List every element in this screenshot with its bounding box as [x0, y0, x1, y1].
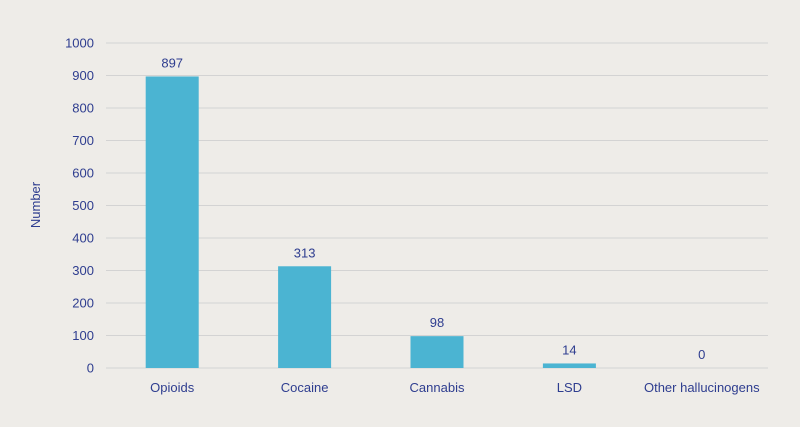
- y-axis-ticks: 0 100 200 300 400 500 600 700 800 900 1000: [65, 36, 94, 376]
- y-tick-label: 600: [72, 166, 94, 181]
- y-tick-label: 100: [72, 328, 94, 343]
- bars: [145, 76, 596, 368]
- y-tick-label: 500: [72, 198, 94, 213]
- y-tick-label: 1000: [65, 36, 94, 51]
- x-category-label: Cannabis: [410, 380, 465, 395]
- data-label: 14: [562, 342, 576, 357]
- x-category-label: LSD: [557, 380, 582, 395]
- x-category-label: Cocaine: [281, 380, 329, 395]
- y-tick-label: 0: [87, 361, 94, 376]
- bar-cannabis: [410, 336, 464, 368]
- data-label: 897: [161, 55, 183, 70]
- data-label: 0: [698, 347, 705, 362]
- x-category-label: Other hallucinogens: [644, 380, 760, 395]
- y-tick-label: 400: [72, 231, 94, 246]
- y-axis-title: Number: [28, 181, 43, 228]
- y-tick-label: 200: [72, 296, 94, 311]
- data-label: 98: [430, 315, 444, 330]
- y-tick-label: 300: [72, 263, 94, 278]
- bar-lsd: [542, 363, 596, 368]
- y-tick-label: 700: [72, 133, 94, 148]
- x-axis-categories: Opioids Cocaine Cannabis LSD Other hallucino…: [150, 380, 760, 395]
- bar-cocaine: [278, 266, 332, 368]
- x-category-label: Opioids: [150, 380, 195, 395]
- y-tick-label: 900: [72, 68, 94, 83]
- data-labels: 897 313 98 14 0: [161, 55, 705, 362]
- bar-opioids: [145, 76, 199, 368]
- data-label: 313: [294, 245, 316, 260]
- y-tick-label: 800: [72, 101, 94, 116]
- gridlines: [106, 42, 768, 369]
